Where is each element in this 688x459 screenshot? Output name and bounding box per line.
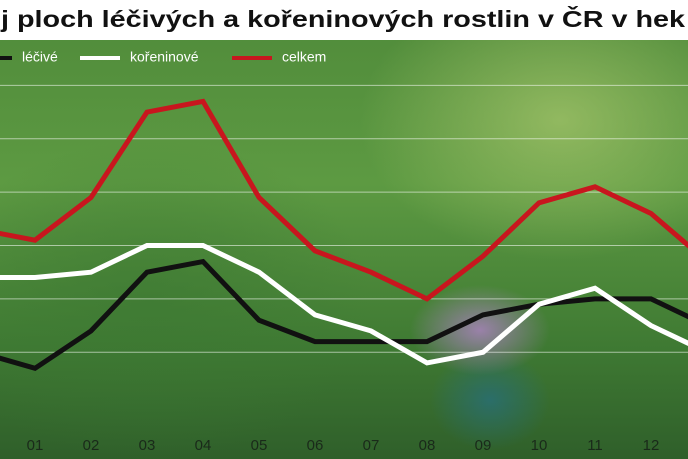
series-line bbox=[0, 98, 688, 302]
x-tick-label: 06 bbox=[307, 437, 324, 454]
x-tick-label: 05 bbox=[251, 437, 268, 454]
legend-label: kořeninové bbox=[130, 49, 199, 65]
title-bar bbox=[0, 0, 688, 40]
x-tick-label: 02 bbox=[83, 437, 100, 454]
x-tick-label: 09 bbox=[475, 437, 492, 454]
series-line bbox=[0, 258, 688, 371]
x-tick-label: 03 bbox=[139, 437, 156, 454]
legend-label: celkem bbox=[282, 49, 326, 65]
x-tick-label: 01 bbox=[27, 437, 44, 454]
x-tick-label: 11 bbox=[587, 437, 603, 454]
x-tick-label: 10 bbox=[531, 437, 548, 454]
x-tick-label: 12 bbox=[643, 437, 660, 454]
x-tick-label: 07 bbox=[363, 437, 380, 454]
legend-label: léčivé bbox=[22, 49, 58, 65]
x-tick-label: 08 bbox=[419, 437, 436, 454]
x-tick-label: 04 bbox=[195, 437, 212, 454]
series-line bbox=[0, 243, 688, 366]
chart-title: j ploch léčivých a kořeninových rostlin … bbox=[0, 5, 685, 32]
